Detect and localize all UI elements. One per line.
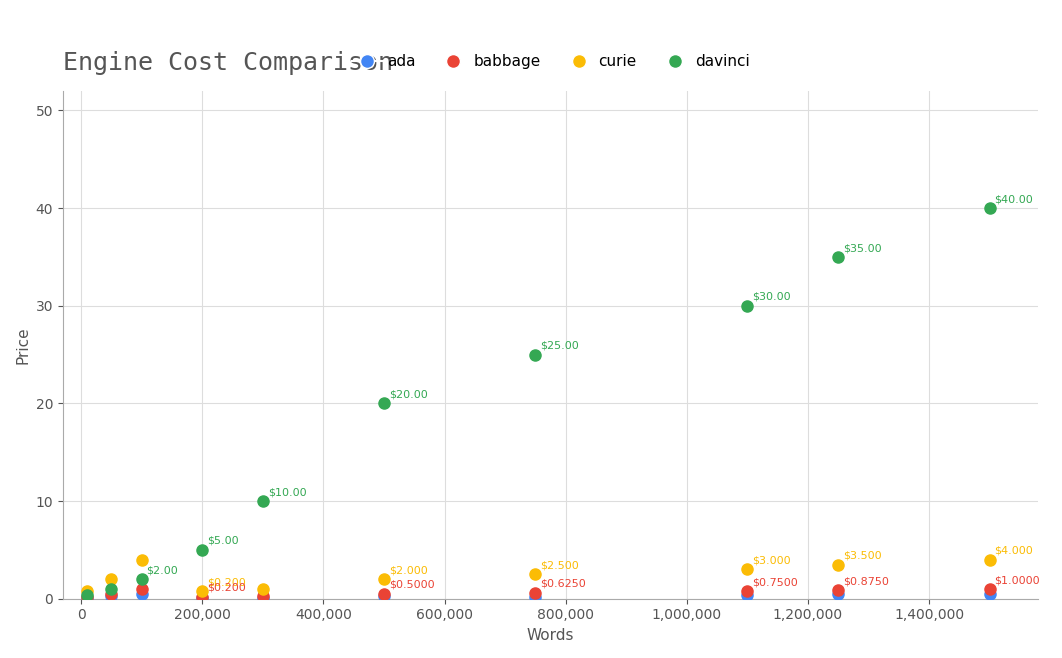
Point	[193, 592, 210, 602]
Point	[981, 555, 998, 565]
Point	[739, 564, 756, 574]
Text: $0.5000: $0.5000	[389, 580, 434, 590]
X-axis label: Words: Words	[527, 628, 575, 643]
Point	[79, 592, 96, 602]
Text: $35.00: $35.00	[843, 243, 881, 253]
Point	[193, 545, 210, 555]
Point	[376, 574, 393, 584]
Text: $1.0000: $1.0000	[995, 575, 1040, 585]
Text: $2.500: $2.500	[541, 561, 579, 570]
Point	[981, 584, 998, 594]
Point	[79, 586, 96, 596]
Point	[376, 591, 393, 601]
Text: $3.500: $3.500	[843, 551, 881, 561]
Text: $30.00: $30.00	[752, 292, 791, 302]
Point	[527, 592, 544, 602]
Point	[254, 496, 271, 507]
Text: $0.8750: $0.8750	[843, 576, 889, 586]
Point	[193, 592, 210, 603]
Point	[133, 588, 150, 599]
Point	[103, 588, 120, 599]
Point	[981, 203, 998, 213]
Text: $2.000: $2.000	[389, 565, 428, 575]
Point	[254, 591, 271, 601]
Point	[254, 592, 271, 603]
Text: $0.6250: $0.6250	[541, 579, 586, 589]
Text: $25.00: $25.00	[541, 341, 579, 351]
Point	[254, 584, 271, 594]
Text: $20.00: $20.00	[389, 390, 428, 399]
Point	[376, 588, 393, 599]
Point	[133, 574, 150, 584]
Legend: ada, babbage, curie, davinci: ada, babbage, curie, davinci	[345, 48, 756, 75]
Point	[829, 251, 846, 262]
Text: $3.000: $3.000	[752, 555, 791, 565]
Point	[103, 591, 120, 601]
Point	[829, 589, 846, 599]
Text: $40.00: $40.00	[995, 194, 1033, 204]
Text: $10.00: $10.00	[268, 487, 306, 497]
Text: $0.200: $0.200	[207, 583, 245, 593]
Text: $0.200: $0.200	[207, 577, 245, 587]
Point	[193, 586, 210, 596]
Point	[376, 398, 393, 409]
Text: $0.7500: $0.7500	[752, 578, 798, 588]
Point	[103, 574, 120, 584]
Point	[739, 301, 756, 311]
Point	[103, 584, 120, 594]
Point	[79, 590, 96, 600]
Point	[739, 590, 756, 600]
Point	[829, 559, 846, 570]
Point	[981, 588, 998, 599]
Point	[79, 592, 96, 603]
Text: Engine Cost Comparison: Engine Cost Comparison	[63, 51, 393, 75]
Text: $5.00: $5.00	[207, 536, 239, 546]
Y-axis label: Price: Price	[15, 326, 30, 364]
Point	[133, 555, 150, 565]
Point	[527, 349, 544, 360]
Point	[829, 585, 846, 595]
Point	[527, 588, 544, 598]
Text: $4.000: $4.000	[995, 545, 1033, 556]
Point	[133, 584, 150, 594]
Point	[739, 586, 756, 597]
Point	[527, 569, 544, 580]
Text: $2.00: $2.00	[147, 565, 178, 575]
